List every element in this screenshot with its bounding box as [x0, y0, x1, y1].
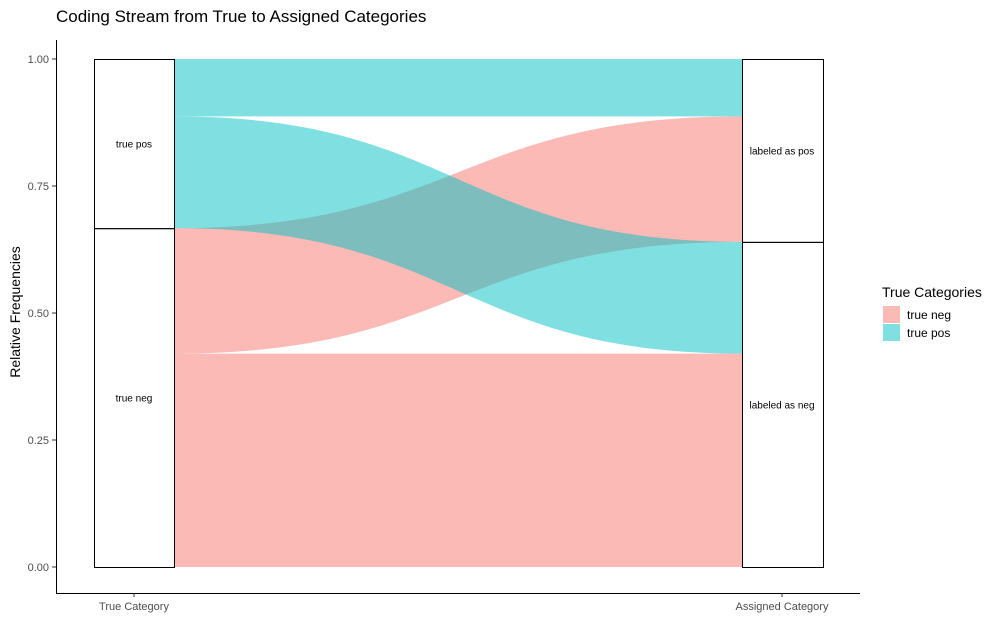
flows-layer — [174, 59, 742, 567]
strata-layer: true neg true pos labeled as neg labeled as… — [94, 59, 824, 568]
y-tick-label: 1.00 — [28, 54, 49, 66]
y-axis-title: Relative Frequencies — [7, 246, 23, 378]
flow-true-pos-to-labeled-as-pos — [174, 59, 742, 117]
legend-swatch-true-pos — [883, 324, 900, 341]
legend-label-true-neg: true neg — [907, 308, 951, 322]
y-tick-label: 0.25 — [28, 435, 49, 447]
x-tick-label-true-category: True Category — [99, 601, 169, 613]
stratum-label-labeled-as-pos: labeled as pos — [750, 146, 815, 157]
stratum-true-pos — [94, 59, 175, 230]
y-tick-label: 0.75 — [28, 181, 49, 193]
legend-label-true-pos: true pos — [907, 326, 950, 340]
stratum-label-true-neg: true neg — [116, 394, 153, 405]
y-tick-label: 0.50 — [28, 308, 49, 320]
legend: True Categories true neg true pos — [882, 284, 982, 341]
stratum-labeled-as-pos — [742, 59, 824, 243]
flow-true-neg-to-labeled-as-neg — [174, 353, 742, 567]
chart-title: Coding Stream from True to Assigned Cate… — [56, 7, 426, 26]
legend-title: True Categories — [882, 284, 982, 300]
x-tick-label-assigned-category: Assigned Category — [736, 601, 829, 613]
stratum-label-true-pos: true pos — [116, 140, 152, 151]
axes-layer: 0.00 0.25 0.50 0.75 1.00 True Category Assigne… — [28, 40, 860, 613]
legend-swatch-true-neg — [883, 306, 900, 323]
stratum-label-labeled-as-neg: labeled as neg — [749, 400, 814, 411]
flow-true-pos-to-labeled-as-neg — [174, 116, 742, 354]
y-tick-label: 0.00 — [28, 562, 49, 574]
